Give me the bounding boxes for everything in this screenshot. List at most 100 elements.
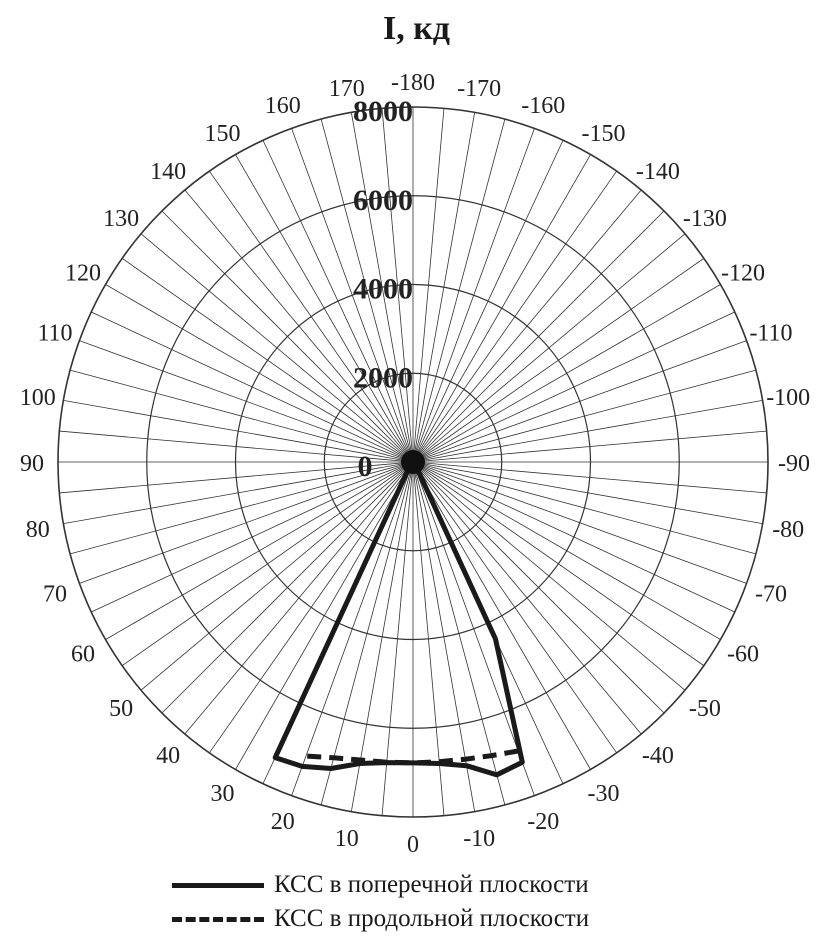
- radial-tick-label: 2000: [353, 361, 413, 394]
- grid-spoke: [412, 461, 617, 754]
- grid-spoke: [412, 284, 721, 463]
- grid-spoke: [412, 461, 591, 770]
- grid-spoke: [91, 311, 414, 463]
- grid-spoke: [291, 128, 414, 463]
- grid-spoke: [412, 430, 767, 463]
- grid-spoke: [350, 461, 414, 812]
- legend-item-longitudinal: КСС в продольной плоскости: [172, 902, 589, 936]
- grid-spoke: [412, 461, 747, 584]
- angle-label: -130: [683, 206, 727, 232]
- grid-spoke: [412, 140, 564, 463]
- grid-spoke: [412, 461, 763, 525]
- grid-spoke: [412, 461, 757, 555]
- angle-label: 30: [211, 781, 235, 807]
- series-longitudinal-line: [305, 748, 519, 766]
- grid-spoke: [412, 189, 642, 463]
- grid-spoke: [412, 311, 735, 463]
- grid-spoke: [105, 284, 414, 463]
- angle-label: -110: [749, 321, 792, 347]
- angle-label: 40: [156, 743, 180, 769]
- grid-spoke: [412, 233, 686, 463]
- grid-spoke: [412, 170, 617, 463]
- angle-label: -120: [721, 261, 765, 287]
- grid-spoke: [91, 461, 414, 613]
- angle-label: -90: [778, 451, 810, 477]
- grid-spoke: [381, 108, 414, 463]
- angle-label: -160: [521, 93, 565, 119]
- grid-spoke: [79, 461, 414, 584]
- angle-label: 100: [20, 385, 56, 411]
- angle-label: -60: [727, 642, 759, 668]
- grid-spoke: [235, 461, 414, 770]
- grid-spoke: [63, 461, 414, 525]
- angle-label: -100: [766, 385, 810, 411]
- grid-spoke: [209, 170, 414, 463]
- grid-spoke: [291, 461, 414, 796]
- grid-spoke: [412, 461, 686, 691]
- angle-label: 80: [26, 517, 50, 543]
- grid-spoke: [184, 189, 414, 463]
- grid-spoke: [121, 258, 414, 463]
- grid-spoke: [412, 154, 591, 463]
- center-point: [401, 450, 425, 474]
- grid-spoke: [59, 430, 414, 463]
- angle-label: -10: [463, 826, 495, 852]
- angle-label: 120: [65, 261, 101, 287]
- grid-spoke: [105, 461, 414, 640]
- grid-spoke: [69, 369, 414, 463]
- angle-label: -150: [582, 121, 626, 147]
- angle-label: 170: [329, 76, 365, 102]
- angle-label: 0: [407, 832, 419, 858]
- angle-label: -80: [772, 517, 804, 543]
- grid-spoke: [235, 154, 414, 463]
- grid-spoke: [412, 461, 642, 735]
- grid-spoke: [79, 340, 414, 463]
- angle-label: -140: [636, 159, 680, 185]
- grid-spoke: [63, 399, 414, 463]
- grid-spoke: [412, 108, 445, 463]
- grid-spoke: [320, 461, 414, 806]
- grid-spoke: [59, 461, 414, 494]
- grid-spoke: [412, 118, 506, 463]
- grid-spoke: [69, 461, 414, 555]
- angle-label: -50: [689, 696, 721, 722]
- grid-spoke: [412, 128, 535, 463]
- angle-label: -180: [391, 70, 435, 96]
- grid-spoke: [412, 112, 476, 463]
- angle-label: -70: [755, 581, 787, 607]
- grid-spoke: [184, 461, 414, 735]
- grid-spoke: [412, 461, 506, 806]
- grid-spoke: [412, 461, 476, 812]
- grid-spoke: [412, 258, 705, 463]
- angle-label: 110: [37, 321, 72, 347]
- grid-spoke: [412, 461, 767, 494]
- grid-spoke: [161, 210, 414, 463]
- angle-label: 50: [109, 696, 133, 722]
- grid-spoke: [320, 118, 414, 463]
- grid-spoke: [412, 461, 705, 666]
- angle-label: -20: [527, 809, 559, 835]
- grid-spoke: [412, 369, 757, 463]
- angle-label: 60: [71, 642, 95, 668]
- angle-label: 20: [271, 809, 295, 835]
- legend: КСС в поперечной плоскости КСС в продоль…: [172, 868, 589, 936]
- grid-spoke: [209, 461, 414, 754]
- chart-title: I, кд: [382, 10, 451, 47]
- grid-spoke: [262, 140, 414, 463]
- legend-swatch-solid: [172, 878, 264, 892]
- angle-label: 160: [265, 93, 301, 119]
- grid-spoke: [412, 461, 535, 796]
- legend-label-longitudinal: КСС в продольной плоскости: [274, 905, 590, 932]
- angle-label: -30: [588, 781, 620, 807]
- legend-swatch-dashed: [172, 912, 264, 926]
- radial-tick-label: 0: [358, 450, 373, 483]
- grid-spoke: [161, 461, 414, 714]
- grid-spoke: [140, 461, 414, 691]
- grid-spoke: [412, 210, 665, 463]
- angle-label: 150: [205, 121, 241, 147]
- angle-label: 70: [43, 581, 67, 607]
- angle-label: 10: [335, 826, 359, 852]
- series-transverse-line: [272, 459, 525, 778]
